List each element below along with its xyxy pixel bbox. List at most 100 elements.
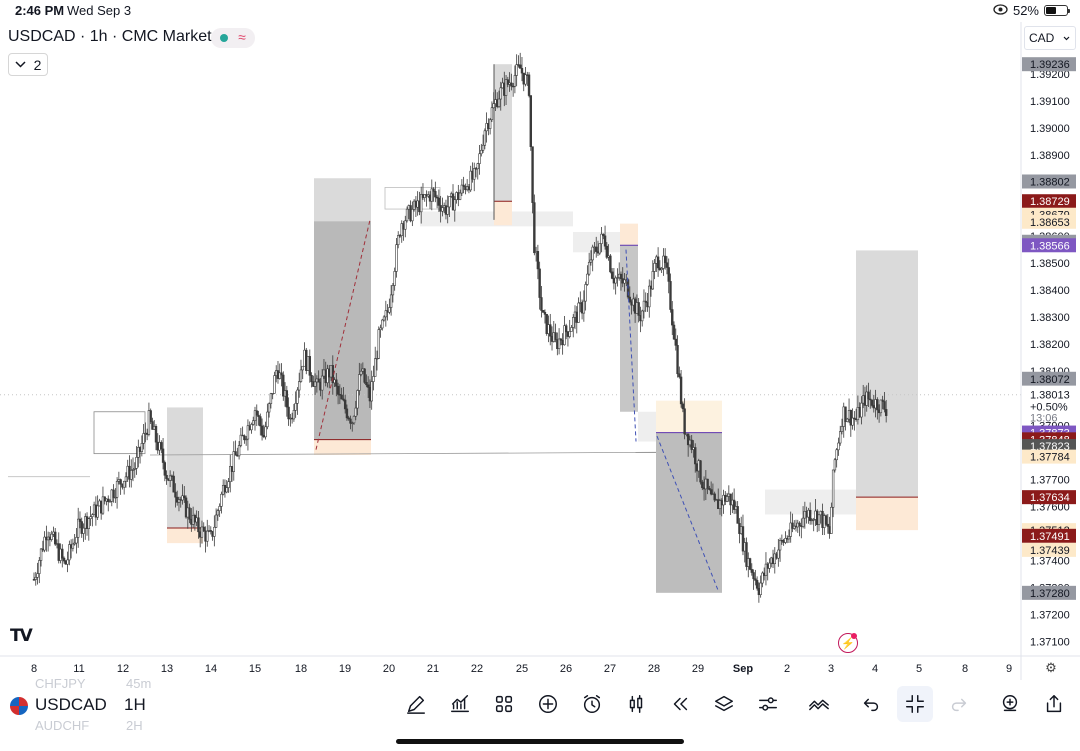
candle-body [833, 459, 837, 471]
chart-type-button[interactable] [620, 688, 652, 720]
zone-rect [494, 64, 512, 202]
candle-body [115, 480, 119, 498]
candle-body [549, 324, 552, 337]
candle-body [460, 184, 464, 194]
candle-body [301, 365, 304, 371]
candle-body [87, 518, 91, 529]
candle-body [559, 338, 563, 341]
candle-body [209, 530, 212, 532]
time-tick-label: 18 [295, 663, 307, 675]
candle-body [510, 82, 513, 87]
candle-body [366, 384, 370, 388]
candle-body [860, 402, 863, 418]
candle-body [96, 505, 99, 518]
candle-body [280, 372, 283, 376]
candle-body [108, 501, 112, 503]
price-tick-label: 1.38900 [1030, 150, 1070, 162]
zone-rect [856, 250, 918, 498]
candle-body [527, 74, 531, 96]
candle-body [244, 438, 248, 441]
candle-body [488, 119, 492, 129]
candles-icon [629, 695, 643, 713]
candle-body [750, 569, 754, 573]
candle-body [395, 244, 398, 272]
candle-body [600, 233, 603, 244]
candle-body [264, 426, 267, 438]
candle-body [259, 416, 262, 427]
battery-percent: 52% [1012, 3, 1039, 18]
candle-body [826, 523, 830, 527]
share-button[interactable] [1038, 688, 1070, 720]
fullscreen-button[interactable] [897, 686, 933, 722]
candle-body [870, 399, 874, 406]
time-tick-label: 4 [872, 663, 878, 675]
candle-body [764, 563, 768, 576]
current-price-text: 1.38013 [1030, 390, 1070, 402]
candle-body [686, 433, 690, 446]
candle-body [206, 530, 209, 542]
time-tick-label: 21 [427, 663, 439, 675]
candle-body [853, 417, 856, 420]
layouts-button[interactable] [488, 688, 520, 720]
candle-body [294, 403, 297, 411]
replay-button[interactable] [664, 688, 696, 720]
add-button[interactable] [532, 688, 564, 720]
flash-alert-icon[interactable]: ⚡ [838, 633, 858, 653]
candle-body [582, 300, 586, 314]
price-tick-label: 1.39200 [1030, 69, 1070, 81]
draw-tool-button[interactable] [400, 688, 432, 720]
trade-button[interactable] [994, 688, 1026, 720]
candle-body [183, 495, 186, 499]
candle-body [124, 476, 128, 482]
price-tick-label: 1.38300 [1030, 312, 1070, 324]
candle-body [665, 262, 669, 268]
candle-body [577, 302, 580, 323]
candle-body [250, 424, 253, 431]
candle-body [349, 418, 352, 424]
indicators-button[interactable] [444, 688, 476, 720]
status-date: Wed Sep 3 [67, 3, 132, 18]
candle-body [310, 375, 313, 382]
candle-body [499, 87, 502, 100]
price-label-text: 1.39236 [1030, 59, 1070, 71]
candle-body [381, 319, 384, 329]
currency-select[interactable]: CAD [1024, 26, 1076, 50]
candle-body [39, 548, 43, 561]
undo-button[interactable] [855, 688, 887, 720]
alerts-button[interactable] [576, 688, 608, 720]
candle-body [257, 414, 260, 417]
axis-settings-icon[interactable]: ⚙ [1045, 660, 1057, 675]
market-status-pill[interactable]: ≈ [211, 28, 255, 48]
price-chart[interactable]: 1.371001.372001.373001.374001.375001.376… [0, 0, 1080, 680]
candle-body [430, 188, 433, 202]
symbol-picker[interactable]: USDCAD [35, 695, 107, 714]
trend-tools-button[interactable] [803, 688, 835, 720]
current-price-badge [1022, 385, 1076, 422]
candle-body [432, 188, 435, 192]
candle-body [671, 309, 674, 326]
data-delay-icon: ≈ [238, 29, 246, 45]
time-tick-label: 9 [1006, 663, 1012, 675]
candle-body [163, 462, 167, 476]
interval-picker[interactable]: 1H [124, 695, 146, 714]
chart-symbol-title[interactable]: USDCAD · 1h · CMC Markets [8, 28, 220, 45]
candle-body [610, 271, 614, 279]
candle-body [253, 410, 257, 422]
candle-body [374, 358, 377, 377]
time-tick-label: 28 [648, 663, 660, 675]
redo-button[interactable] [943, 688, 975, 720]
candle-body [678, 373, 681, 378]
indicators-collapse-button[interactable]: 2 [8, 53, 48, 76]
candle-body [554, 332, 557, 340]
waves-icon [809, 699, 829, 711]
settings-button[interactable] [752, 688, 784, 720]
candle-body [545, 314, 548, 334]
price-tick-label: 1.37400 [1030, 555, 1070, 567]
candle-body [299, 369, 303, 382]
candle-body [679, 376, 683, 405]
price-label-tag [1022, 490, 1076, 505]
time-tick-label: 19 [339, 663, 351, 675]
candle-body [497, 98, 501, 107]
candle-body [354, 407, 357, 417]
object-tree-button[interactable] [708, 688, 740, 720]
